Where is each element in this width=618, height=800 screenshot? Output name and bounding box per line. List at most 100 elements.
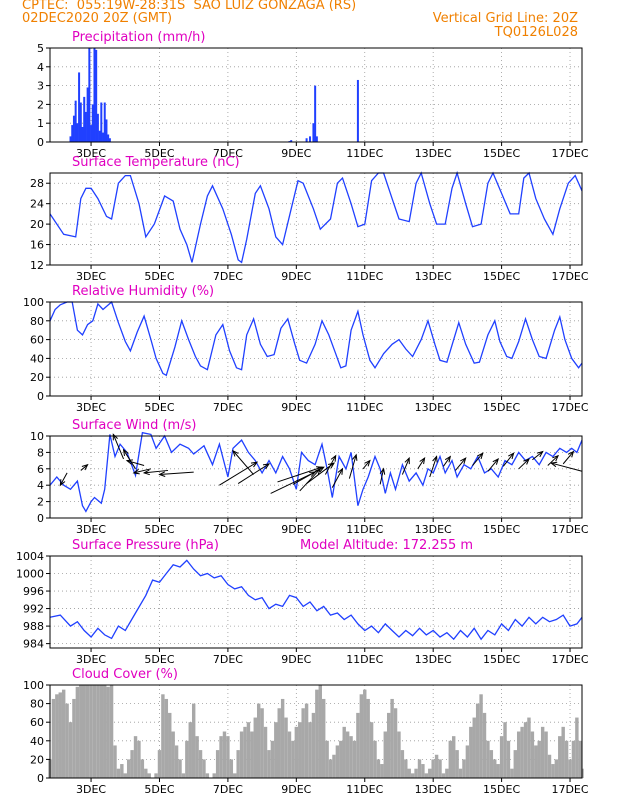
cloud-bar <box>103 685 107 778</box>
cloud-bar <box>503 722 507 778</box>
precip-bar <box>69 136 72 142</box>
temp-ytick-label: 20 <box>30 218 44 231</box>
wind-arrow-head <box>232 449 239 457</box>
cloud-bar <box>496 764 500 778</box>
wind-arrow <box>112 434 125 460</box>
wind-arrow <box>362 460 371 470</box>
pressure-title: Surface Pressure (hPa) <box>72 538 219 553</box>
cloud-bar <box>260 708 264 778</box>
cloud-bar <box>356 712 360 778</box>
precip-bar <box>315 136 318 142</box>
wind-arrow <box>417 457 426 470</box>
temp-line <box>49 170 583 264</box>
cloud-bar <box>212 773 216 778</box>
cloud-bar <box>120 764 124 778</box>
pressure-xtick-label: 9DEC <box>281 653 311 666</box>
cloud-bar <box>267 750 271 778</box>
cloud-bar <box>534 745 538 778</box>
cloud-bar <box>68 722 73 778</box>
precip-bar <box>71 125 74 142</box>
temp-xtick-label: 5DEC <box>144 270 174 283</box>
cloud-bar <box>345 731 350 778</box>
pressure-xtick-label: 7DEC <box>213 653 243 666</box>
wind-xtick-label: 11DEC <box>346 523 383 536</box>
wind-arrow <box>299 468 321 492</box>
wind-xtick-label: 5DEC <box>144 523 174 536</box>
cloud-bar <box>301 708 305 778</box>
wind-arrow-head <box>262 463 271 470</box>
pressure-ytick-label: 996 <box>23 585 44 598</box>
cloud-bar <box>417 759 422 778</box>
wind-arrow <box>123 449 136 470</box>
wind-ytick-label: 0 <box>37 512 44 525</box>
cloud-bar <box>181 773 186 778</box>
wind-arrow-head <box>419 457 426 465</box>
rh-line <box>49 300 583 377</box>
cloud-bar <box>233 773 237 778</box>
cloud-bar <box>51 698 56 778</box>
cloud-bar <box>421 764 425 778</box>
cloud-bar <box>339 740 343 778</box>
cloud-xtick-label: 15DEC <box>483 783 520 796</box>
cloud-bar <box>89 685 93 778</box>
cloud-xtick-label: 3DEC <box>76 783 106 796</box>
cloud-bar <box>215 750 220 778</box>
cloud-bar <box>434 754 439 778</box>
temp-ytick-label: 16 <box>30 239 44 252</box>
cloud-ytick-label: 100 <box>23 679 44 692</box>
cloud-bar <box>96 685 100 778</box>
cloud-bar <box>294 726 299 778</box>
wind-ytick-label: 2 <box>37 496 44 509</box>
cloud-bar <box>113 745 117 778</box>
cloud-bar <box>85 685 90 778</box>
rh-frame <box>49 301 583 397</box>
precip-bar <box>95 49 98 142</box>
precip-bar <box>88 48 91 142</box>
cloud-bar <box>229 759 234 778</box>
cloud-bar <box>397 731 401 778</box>
cloud-bar <box>270 740 275 778</box>
wind-arrow-head <box>112 433 118 441</box>
precip-bar <box>356 79 359 142</box>
cloud-xtick-label: 13DEC <box>415 783 452 796</box>
precip-bar <box>72 115 75 142</box>
precip-bar <box>107 134 110 142</box>
wind-arrow-head <box>549 461 558 468</box>
wind-arrow-head <box>364 459 371 467</box>
temp-xtick-label: 17DEC <box>551 270 588 283</box>
cloud-bar <box>393 708 398 778</box>
cloud-bar <box>537 740 541 778</box>
precip-ytick-label: 3 <box>37 80 44 93</box>
cloud-bar <box>174 745 179 778</box>
precip-xtick-label: 11DEC <box>346 147 383 160</box>
pressure-ytick-label: 1004 <box>16 550 44 563</box>
cloud-bar <box>352 740 357 778</box>
cloud-bar <box>479 694 483 778</box>
precip-bar <box>90 125 93 142</box>
cloud-bar <box>410 773 415 778</box>
temp-xtick-label: 15DEC <box>483 270 520 283</box>
cloud-bar <box>140 759 145 778</box>
cloud-bar <box>304 703 309 778</box>
cloud-ytick-label: 60 <box>30 716 44 729</box>
cloud-bar <box>82 685 86 778</box>
wind-arrow-head <box>132 468 140 475</box>
header-grid-note: Vertical Grid Line: 20Z <box>432 11 578 26</box>
wind-arrow <box>518 458 530 470</box>
cloud-bar <box>280 698 285 778</box>
cloud-bar <box>469 726 473 778</box>
cloud-ytick-label: 0 <box>37 772 44 785</box>
cloud-bar <box>462 759 466 778</box>
precip-bar <box>100 102 103 142</box>
cloud-bar <box>578 740 582 778</box>
cloud-bar <box>458 768 463 778</box>
cloud-bar <box>99 685 104 778</box>
cloud-bar <box>328 759 333 778</box>
cloud-bar <box>130 750 134 778</box>
cloud-bar <box>168 712 172 778</box>
wind-arrow <box>455 457 467 471</box>
precip-bar <box>290 140 293 142</box>
precip-bar <box>102 132 105 142</box>
wind-arrow <box>443 456 451 467</box>
